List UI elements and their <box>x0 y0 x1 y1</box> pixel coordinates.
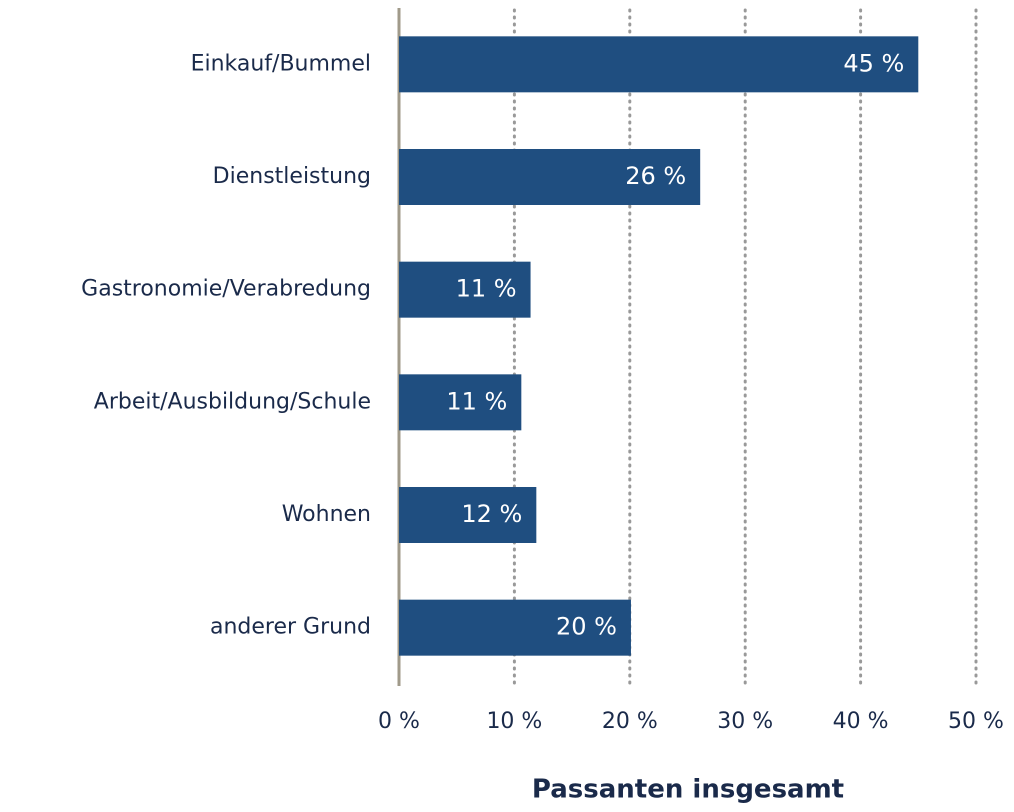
value-label: 12 % <box>461 500 522 528</box>
value-label: 26 % <box>625 162 686 190</box>
value-label: 45 % <box>843 49 904 77</box>
bar <box>399 261 531 318</box>
x-tick-label: 20 % <box>602 709 658 734</box>
x-tick-label: 10 % <box>486 709 542 734</box>
x-tick-label: 40 % <box>833 709 889 734</box>
y-tick-label: Dienstleistung <box>213 164 371 189</box>
value-label: 11 % <box>456 275 517 303</box>
bar <box>399 599 631 656</box>
x-axis-title: Passanten insgesamt <box>532 775 844 805</box>
bar <box>399 149 701 205</box>
y-tick-label: Einkauf/Bummel <box>191 51 371 76</box>
x-tick-label: 30 % <box>717 709 773 734</box>
y-tick-label: anderer Grund <box>210 615 371 640</box>
x-tick-label: 50 % <box>948 709 1004 734</box>
bar <box>399 487 537 543</box>
value-label: 11 % <box>446 387 507 415</box>
value-label: 20 % <box>556 613 617 641</box>
y-tick-label: Wohnen <box>282 502 371 527</box>
bar <box>399 374 522 431</box>
y-tick-label: Arbeit/Ausbildung/Schule <box>94 389 371 414</box>
bar <box>399 36 919 93</box>
y-tick-label: Gastronomie/Verabredung <box>81 277 371 302</box>
x-tick-label: 0 % <box>378 709 420 734</box>
